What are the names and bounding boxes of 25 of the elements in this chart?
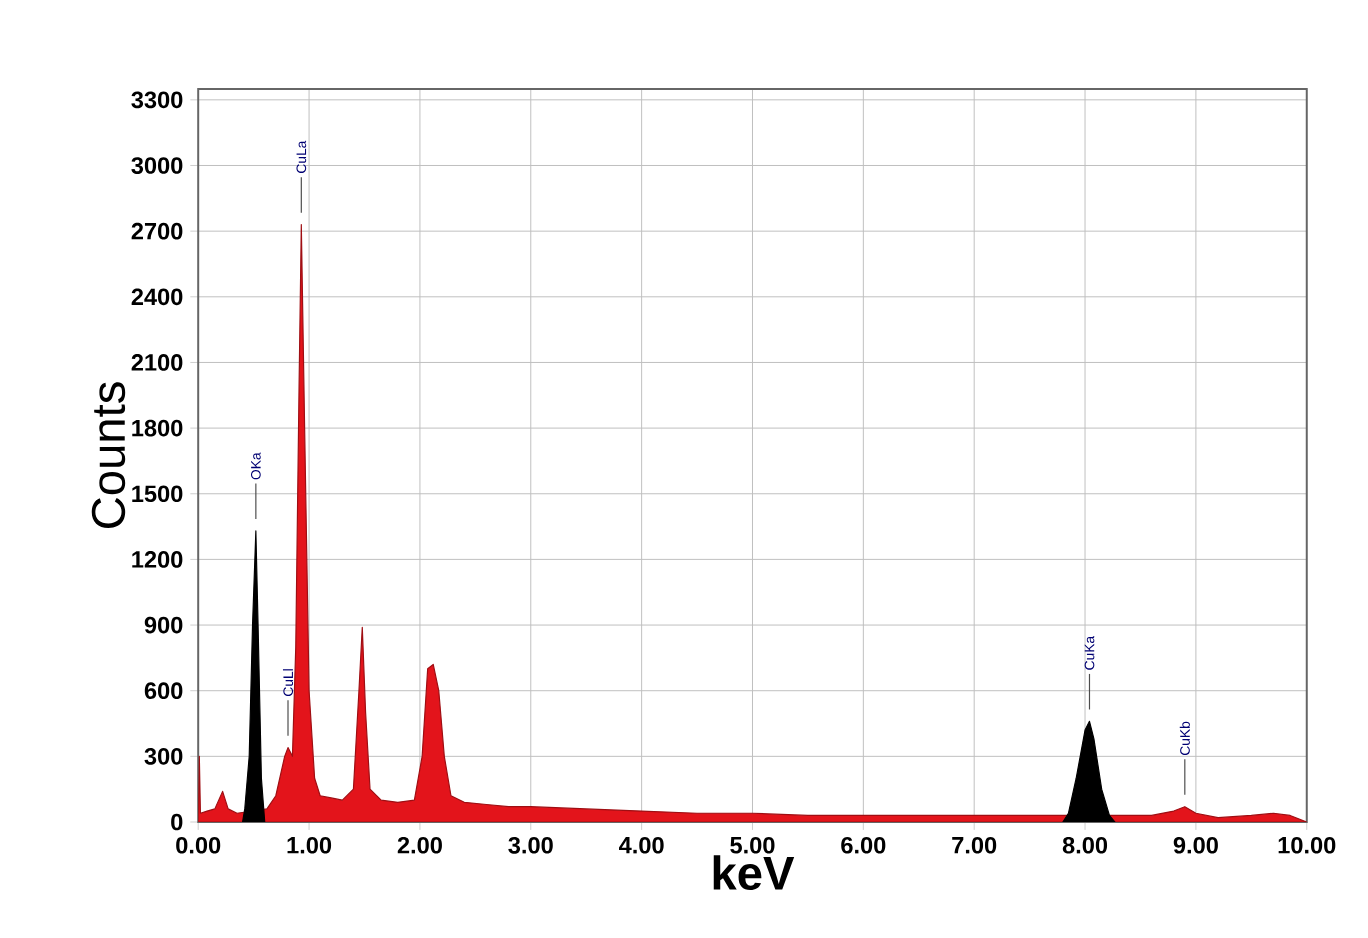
y-tick-label: 2400	[131, 288, 183, 305]
y-tick-label: 2100	[131, 353, 183, 371]
y-tick-label: 900	[144, 616, 183, 634]
x-tick-label: 3.00	[508, 836, 553, 854]
y-tick-label: 3000	[131, 156, 183, 174]
y-tick-label: 300	[144, 747, 183, 765]
x-tick-label: 1.00	[287, 836, 332, 854]
x-tick-label: 8.00	[1062, 836, 1108, 854]
x-tick-label: 10.00	[1278, 836, 1336, 854]
x-tick-label: 9.00	[1173, 836, 1218, 854]
y-tick-label: 1500	[132, 485, 183, 502]
x-tick-label: 7.00	[952, 836, 997, 854]
y-tick-label: 1200	[132, 550, 183, 568]
x-axis-title: keV	[713, 855, 795, 890]
y-tick-label: 3300	[131, 91, 183, 108]
y-tick-label: 1800	[132, 419, 183, 437]
y-tick-label: 2700	[131, 222, 183, 240]
x-tick-label: 6.00	[841, 836, 886, 854]
y-tick-label: 0	[171, 813, 183, 831]
x-tick-label: 5.00	[730, 836, 775, 854]
y-axis-title: Counts	[91, 382, 126, 528]
x-tick-label: 2.00	[397, 836, 442, 854]
x-tick-label: 4.00	[619, 836, 664, 854]
y-tick-label: 600	[144, 682, 183, 699]
x-tick-label: 0.00	[176, 836, 221, 854]
